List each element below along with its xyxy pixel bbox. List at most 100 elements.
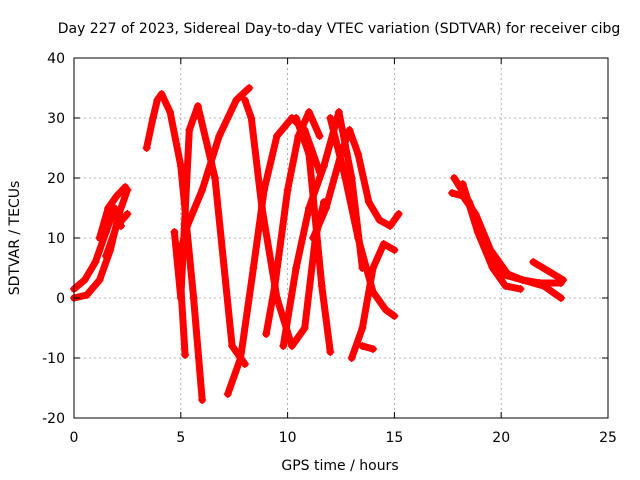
data-point bbox=[112, 222, 121, 230]
y-tick-label: 0 bbox=[56, 291, 65, 307]
data-point bbox=[189, 294, 198, 302]
data-point bbox=[345, 126, 354, 134]
data-point bbox=[104, 204, 113, 212]
x-tick-label: 10 bbox=[279, 430, 297, 446]
data-point bbox=[283, 186, 292, 194]
x-tick-label: 0 bbox=[70, 430, 79, 446]
data-point bbox=[193, 102, 202, 110]
data-point bbox=[228, 342, 237, 350]
series-trace bbox=[292, 114, 334, 356]
data-point bbox=[341, 174, 350, 182]
x-tick-label: 5 bbox=[176, 430, 185, 446]
data-point bbox=[450, 174, 459, 182]
data-point bbox=[157, 90, 166, 98]
series-trace bbox=[177, 282, 189, 359]
data-point bbox=[174, 264, 183, 272]
data-point bbox=[516, 285, 525, 293]
data-point bbox=[170, 228, 179, 236]
data-point bbox=[322, 204, 331, 212]
data-point bbox=[544, 267, 553, 275]
data-point bbox=[257, 204, 266, 212]
data-point bbox=[183, 222, 192, 230]
data-point bbox=[287, 342, 296, 350]
series-arc-17 bbox=[358, 342, 378, 353]
data-point bbox=[354, 150, 363, 158]
x-tick-label: 15 bbox=[385, 430, 403, 446]
data-point bbox=[369, 345, 378, 353]
data-point bbox=[176, 246, 185, 254]
data-point bbox=[381, 306, 390, 314]
data-point bbox=[317, 282, 326, 290]
data-point bbox=[354, 234, 363, 242]
data-point bbox=[292, 264, 301, 272]
data-point bbox=[300, 324, 309, 332]
data-point bbox=[358, 342, 367, 350]
x-axis-label: GPS time / hours bbox=[281, 458, 398, 474]
series-trace bbox=[262, 108, 324, 338]
data-point bbox=[185, 126, 194, 134]
data-point bbox=[153, 96, 162, 104]
data-point bbox=[166, 108, 175, 116]
series-arc-7 bbox=[174, 84, 254, 272]
data-point bbox=[488, 264, 497, 272]
series-trace bbox=[143, 90, 206, 404]
series-arc-8 bbox=[176, 282, 190, 359]
data-point bbox=[557, 294, 566, 302]
data-point bbox=[149, 114, 158, 122]
data-point bbox=[326, 114, 335, 122]
data-point bbox=[539, 282, 548, 290]
data-point bbox=[304, 150, 313, 158]
y-tick-label: -10 bbox=[42, 351, 65, 367]
y-axis-label: SDTVAR / TECUs bbox=[7, 181, 23, 296]
data-point bbox=[247, 114, 256, 122]
data-point bbox=[142, 144, 151, 152]
series-arc-16 bbox=[347, 240, 399, 362]
data-point bbox=[95, 234, 104, 242]
data-point bbox=[176, 282, 185, 290]
data-point bbox=[82, 291, 91, 299]
data-point bbox=[272, 132, 281, 140]
data-point bbox=[270, 282, 279, 290]
data-point bbox=[390, 246, 399, 254]
series-arc-4 bbox=[102, 210, 132, 260]
data-point bbox=[210, 174, 219, 182]
series-trace bbox=[96, 183, 129, 242]
data-point bbox=[262, 330, 271, 338]
chart-title: Day 227 of 2023, Sidereal Day-to-day VTE… bbox=[58, 21, 621, 37]
data-point bbox=[473, 228, 482, 236]
series-arc-20 bbox=[458, 180, 525, 293]
y-tick-label: 40 bbox=[47, 51, 65, 67]
data-point bbox=[529, 258, 538, 266]
data-point bbox=[249, 264, 258, 272]
data-point bbox=[386, 222, 395, 230]
series-trace bbox=[70, 204, 125, 293]
data-point bbox=[240, 96, 249, 104]
axis-ticks: 0 5 10 15 20 25 -20 -10 0 10 20 30 40 bbox=[42, 51, 617, 446]
data-point bbox=[347, 354, 356, 362]
data-point bbox=[114, 210, 123, 218]
data-point bbox=[364, 198, 373, 206]
data-point bbox=[379, 240, 388, 248]
y-tick-label: 10 bbox=[47, 231, 65, 247]
data-point bbox=[448, 189, 457, 197]
series-trace bbox=[224, 114, 324, 398]
data-point bbox=[319, 162, 328, 170]
data-point bbox=[232, 96, 241, 104]
data-series bbox=[70, 84, 568, 404]
data-point bbox=[181, 351, 190, 359]
data-point bbox=[334, 108, 343, 116]
data-point bbox=[292, 114, 301, 122]
series-arc-3 bbox=[95, 183, 130, 242]
series-arc-15 bbox=[326, 114, 399, 320]
data-point bbox=[369, 264, 378, 272]
data-point bbox=[559, 276, 568, 284]
data-point bbox=[215, 132, 224, 140]
data-point bbox=[198, 186, 207, 194]
y-tick-label: -20 bbox=[42, 411, 65, 427]
data-point bbox=[95, 276, 104, 284]
y-tick-label: 20 bbox=[47, 171, 65, 187]
data-point bbox=[458, 180, 467, 188]
data-point bbox=[198, 396, 207, 404]
x-tick-label: 20 bbox=[492, 430, 510, 446]
y-tick-label: 30 bbox=[47, 111, 65, 127]
